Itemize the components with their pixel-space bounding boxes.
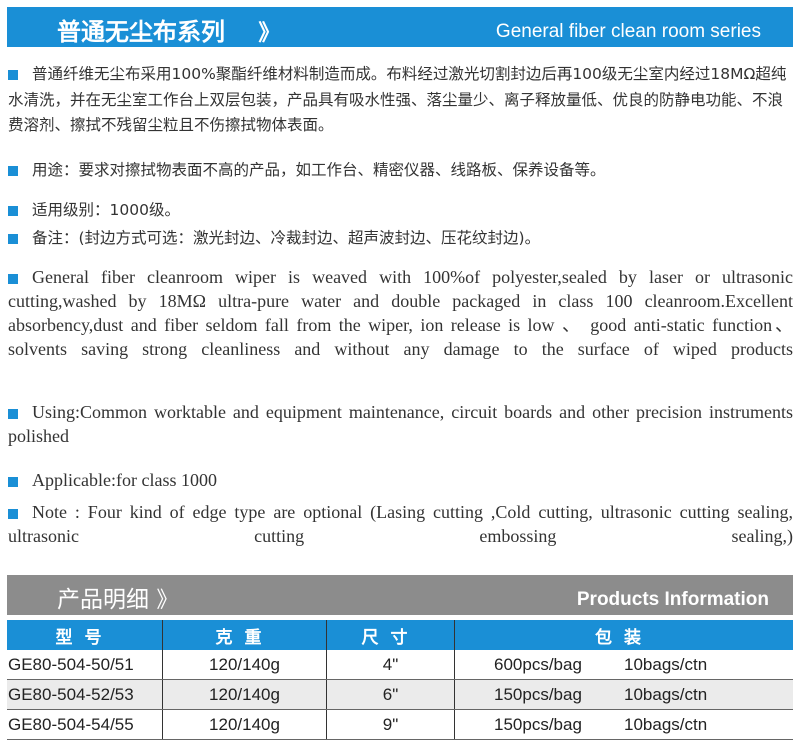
cell-model: GE80-504-50/51 <box>7 650 163 680</box>
en-usage: Using:Common worktable and equipment mai… <box>8 402 793 446</box>
cell-packing: 600pcs/bag 10bags/ctn <box>454 650 793 680</box>
table-header: 型号 克重 尺寸 包装 <box>7 620 793 650</box>
table-row: GE80-504-52/53 120/140g 6" 150pcs/bag 10b… <box>7 679 793 710</box>
header-weight: 克重 <box>162 620 327 650</box>
cn-description: 普通纤维无尘布采用100%聚酯纤维材料制造而成。布料经过激光切割封边后再100级… <box>8 65 787 134</box>
series-title-cn: 普通无尘布系列 》 <box>57 18 281 46</box>
cn-note: 备注：(封边方式可选：激光封边、冷裁封边、超声波封边、压花纹封边)。 <box>8 226 793 252</box>
cell-weight: 120/140g <box>162 650 327 680</box>
products-title-en: Products Information <box>576 589 769 610</box>
bullet-icon <box>8 273 18 284</box>
cell-size: 6" <box>326 679 455 710</box>
cell-weight: 120/140g <box>162 709 327 740</box>
cell-size: 9" <box>326 709 455 740</box>
cn-grade: 适用级别：1000级。 <box>8 198 793 224</box>
table-row: GE80-504-50/51 120/140g 4" 600pcs/bag 10b… <box>7 650 793 680</box>
header-model: 型号 <box>7 620 163 650</box>
cell-packing: 150pcs/bag 10bags/ctn <box>454 679 793 710</box>
table-row: GE80-504-54/55 120/140g 9" 150pcs/bag 10b… <box>7 709 793 740</box>
bullet-icon <box>8 476 18 487</box>
bullet-icon <box>8 408 18 419</box>
cn-usage: 用途：要求对擦拭物表面不高的产品，如工作台、精密仪器、线路板、保养设备等。 <box>8 158 793 184</box>
header-packing: 包装 <box>454 620 793 650</box>
double-chevron-icon: 》 <box>156 588 179 613</box>
header-size: 尺寸 <box>326 620 455 650</box>
bullet-icon <box>8 233 18 244</box>
series-title-en: General fiber clean room series <box>495 21 761 42</box>
cell-packing: 150pcs/bag 10bags/ctn <box>454 709 793 740</box>
bullet-icon <box>8 508 18 519</box>
cell-model: GE80-504-52/53 <box>7 679 163 710</box>
products-banner: 产品明细 》 Products Information <box>7 575 793 615</box>
bullet-icon <box>8 69 18 80</box>
products-table: 型号 克重 尺寸 包装 GE80-504-50/51 120/140g 4" 6… <box>7 620 793 740</box>
products-title-cn: 产品明细 》 <box>57 587 179 613</box>
en-note: Note : Four kind of edge type are option… <box>8 502 793 546</box>
bullet-icon <box>8 165 18 176</box>
cell-size: 4" <box>326 650 455 680</box>
bullet-icon <box>8 205 18 216</box>
en-description: General fiber cleanroom wiper is weaved … <box>8 267 793 359</box>
double-chevron-icon: 》 <box>258 21 281 46</box>
cell-model: GE80-504-54/55 <box>7 709 163 740</box>
cell-weight: 120/140g <box>162 679 327 710</box>
en-applicable: Applicable:for class 1000 <box>8 468 793 492</box>
series-banner: 普通无尘布系列 》 General fiber clean room serie… <box>7 7 793 47</box>
